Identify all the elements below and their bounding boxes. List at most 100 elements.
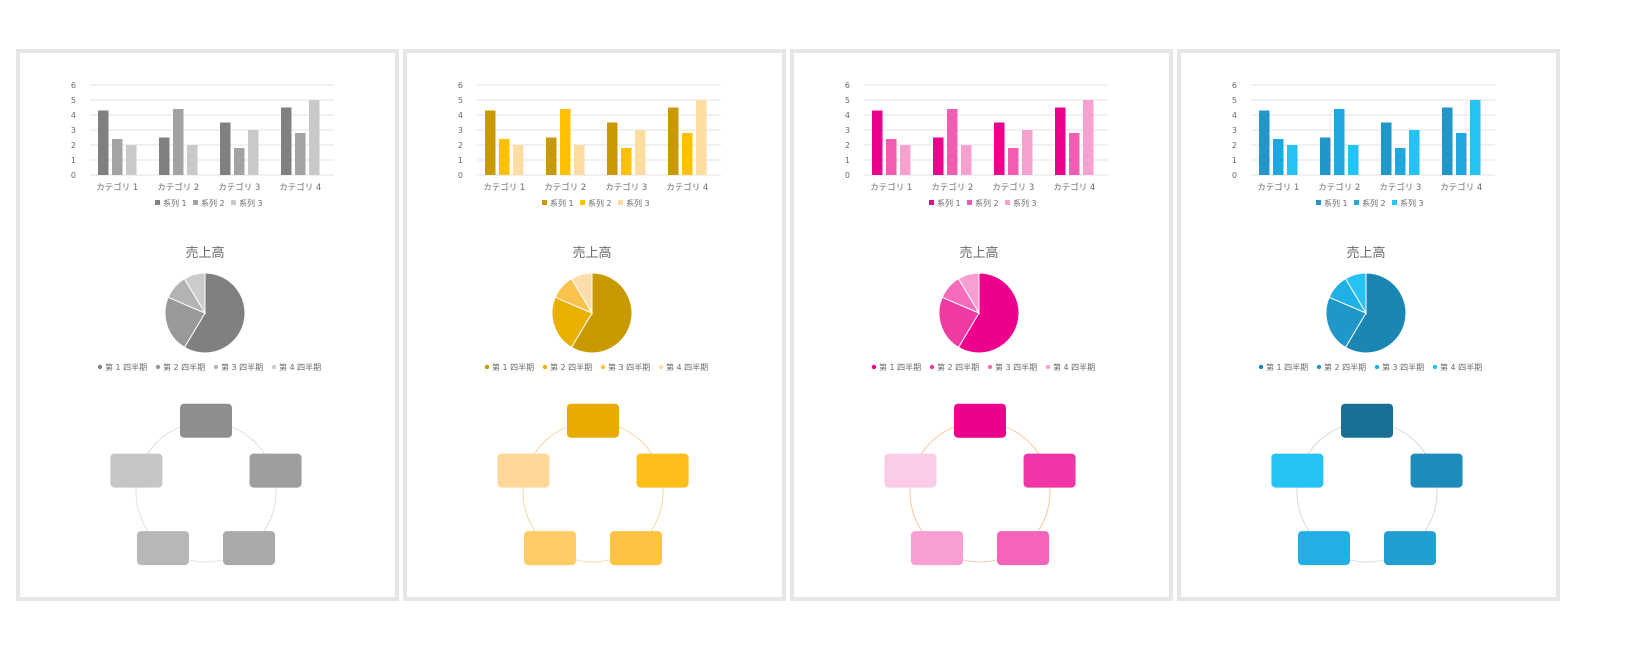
y-tick-label: 6 xyxy=(845,81,850,90)
y-tick-label: 4 xyxy=(845,111,850,120)
bar-2-1 xyxy=(112,139,123,175)
pie-slice-2 xyxy=(1325,296,1367,349)
theme-panel-pink: 0 1 2 3 4 5 6 カテゴリ 1 カテゴリ 2 カテゴリ 3 カテゴリ 4 系列 1 系列 2 系… xyxy=(790,49,1173,601)
bar-2-3 xyxy=(234,148,245,175)
bar-1-3 xyxy=(220,122,231,175)
pie-title: 売上高 xyxy=(959,245,998,261)
bar-1-1 xyxy=(1259,110,1270,175)
legend-label: 第 2 四半期 xyxy=(1324,362,1366,372)
bar-2-1 xyxy=(499,139,510,175)
cycle-box-5 xyxy=(1271,453,1324,488)
pie-slice-4 xyxy=(183,272,206,315)
pie-slice-4 xyxy=(1344,272,1367,315)
legend-label: 系列 1 xyxy=(1324,198,1348,208)
x-tick-label: カテゴリ 3 xyxy=(992,182,1034,193)
theme-panel-blue: 0 1 2 3 4 5 6 カテゴリ 1 カテゴリ 2 カテゴリ 3 カテゴリ 4 系列 1 系列 2 系… xyxy=(1177,49,1560,601)
cycle-diagram xyxy=(110,403,302,566)
legend-label: 第 3 四半期 xyxy=(995,362,1037,372)
y-tick-label: 5 xyxy=(71,96,76,105)
cycle-box-1 xyxy=(180,403,232,438)
x-tick-label: カテゴリ 1 xyxy=(483,182,525,193)
legend-swatch xyxy=(929,364,935,370)
bar-2-2 xyxy=(560,109,571,175)
legend-label: 系列 1 xyxy=(550,198,574,208)
cycle-diagram xyxy=(884,403,1076,566)
theme-panel-gold: 0 1 2 3 4 5 6 カテゴリ 1 カテゴリ 2 カテゴリ 3 カテゴリ 4 系列 1 系列 2 系… xyxy=(403,49,786,601)
x-tick-label: カテゴリ 4 xyxy=(279,182,321,193)
cycle-box-5 xyxy=(497,453,550,488)
y-tick-label: 0 xyxy=(845,171,850,180)
y-tick-label: 0 xyxy=(1232,171,1237,180)
bar-1-2 xyxy=(546,137,557,175)
bar-chart: 0 1 2 3 4 5 6 カテゴリ 1 カテゴリ 2 カテゴリ 3 カテゴリ 4 系列 1 系列 2 系… xyxy=(1232,81,1495,208)
legend-swatch xyxy=(1392,200,1397,205)
bar-2-4 xyxy=(295,133,306,175)
legend-label: 第 3 四半期 xyxy=(221,362,263,372)
theme-panel-gray: 0 1 2 3 4 5 6 カテゴリ 1 カテゴリ 2 カテゴリ 3 カテゴリ 4 系列 1 系列 2 系… xyxy=(16,49,399,601)
bar-3-3 xyxy=(1409,130,1420,175)
legend-label: 系列 1 xyxy=(163,198,187,208)
legend-swatch xyxy=(542,364,548,370)
legend-label: 第 2 四半期 xyxy=(550,362,592,372)
y-tick-label: 2 xyxy=(845,141,850,150)
x-tick-label: カテゴリ 3 xyxy=(1379,182,1421,193)
bar-1-4 xyxy=(1055,107,1066,175)
x-tick-label: カテゴリ 2 xyxy=(931,182,973,193)
y-tick-label: 6 xyxy=(1232,81,1237,90)
legend-swatch xyxy=(1374,364,1380,370)
bar-1-4 xyxy=(281,107,292,175)
cycle-box-4 xyxy=(911,531,964,566)
cycle-box-4 xyxy=(137,531,190,566)
x-tick-label: カテゴリ 4 xyxy=(666,182,708,193)
cycle-box-3 xyxy=(609,531,662,566)
y-tick-label: 6 xyxy=(71,81,76,90)
cycle-box-2 xyxy=(1410,453,1463,488)
bar-3-4 xyxy=(1470,100,1481,175)
y-tick-label: 5 xyxy=(1232,96,1237,105)
pie-slice-2 xyxy=(938,296,980,349)
pie-title: 売上高 xyxy=(185,245,224,261)
legend-swatch xyxy=(155,364,161,370)
panel-canvas: 0 1 2 3 4 5 6 カテゴリ 1 カテゴリ 2 カテゴリ 3 カテゴリ 4 系列 1 系列 2 系… xyxy=(1232,81,1495,566)
bar-3-3 xyxy=(248,130,259,175)
y-tick-label: 2 xyxy=(1232,141,1237,150)
legend-label: 第 3 四半期 xyxy=(1382,362,1424,372)
legend-label: 第 1 四半期 xyxy=(105,362,147,372)
legend-swatch xyxy=(658,364,664,370)
y-tick-label: 0 xyxy=(71,171,76,180)
cycle-diagram xyxy=(1271,403,1463,566)
cycle-box-1 xyxy=(1341,403,1393,438)
legend-label: 第 3 四半期 xyxy=(608,362,650,372)
y-tick-label: 0 xyxy=(458,171,463,180)
bar-3-1 xyxy=(900,145,911,175)
bar-3-1 xyxy=(1287,145,1298,175)
legend-swatch xyxy=(929,200,934,205)
bar-2-4 xyxy=(1456,133,1467,175)
legend-swatch xyxy=(1432,364,1438,370)
bar-chart: 0 1 2 3 4 5 6 カテゴリ 1 カテゴリ 2 カテゴリ 3 カテゴリ 4 系列 1 系列 2 系… xyxy=(71,81,334,208)
x-tick-label: カテゴリ 3 xyxy=(218,182,260,193)
bar-chart: 0 1 2 3 4 5 6 カテゴリ 1 カテゴリ 2 カテゴリ 3 カテゴリ 4 系列 1 系列 2 系… xyxy=(458,81,721,208)
cycle-box-2 xyxy=(249,453,302,488)
y-tick-label: 4 xyxy=(1232,111,1237,120)
y-tick-label: 2 xyxy=(458,141,463,150)
pie-slice-1 xyxy=(957,272,1020,354)
bar-3-2 xyxy=(574,145,585,175)
bar-2-3 xyxy=(1395,148,1406,175)
cycle-box-5 xyxy=(884,453,937,488)
cycle-box-2 xyxy=(636,453,689,488)
bar-3-1 xyxy=(513,145,524,175)
legend-label: 第 1 四半期 xyxy=(492,362,534,372)
bar-2-1 xyxy=(1273,139,1284,175)
bar-3-2 xyxy=(187,145,198,175)
bar-3-3 xyxy=(1022,130,1033,175)
x-tick-label: カテゴリ 1 xyxy=(1257,182,1299,193)
legend-label: 系列 2 xyxy=(1362,198,1386,208)
bar-1-2 xyxy=(1320,137,1331,175)
legend-label: 系列 3 xyxy=(626,198,650,208)
y-tick-label: 1 xyxy=(71,156,76,165)
bar-1-4 xyxy=(668,107,679,175)
legend-swatch xyxy=(1316,200,1321,205)
